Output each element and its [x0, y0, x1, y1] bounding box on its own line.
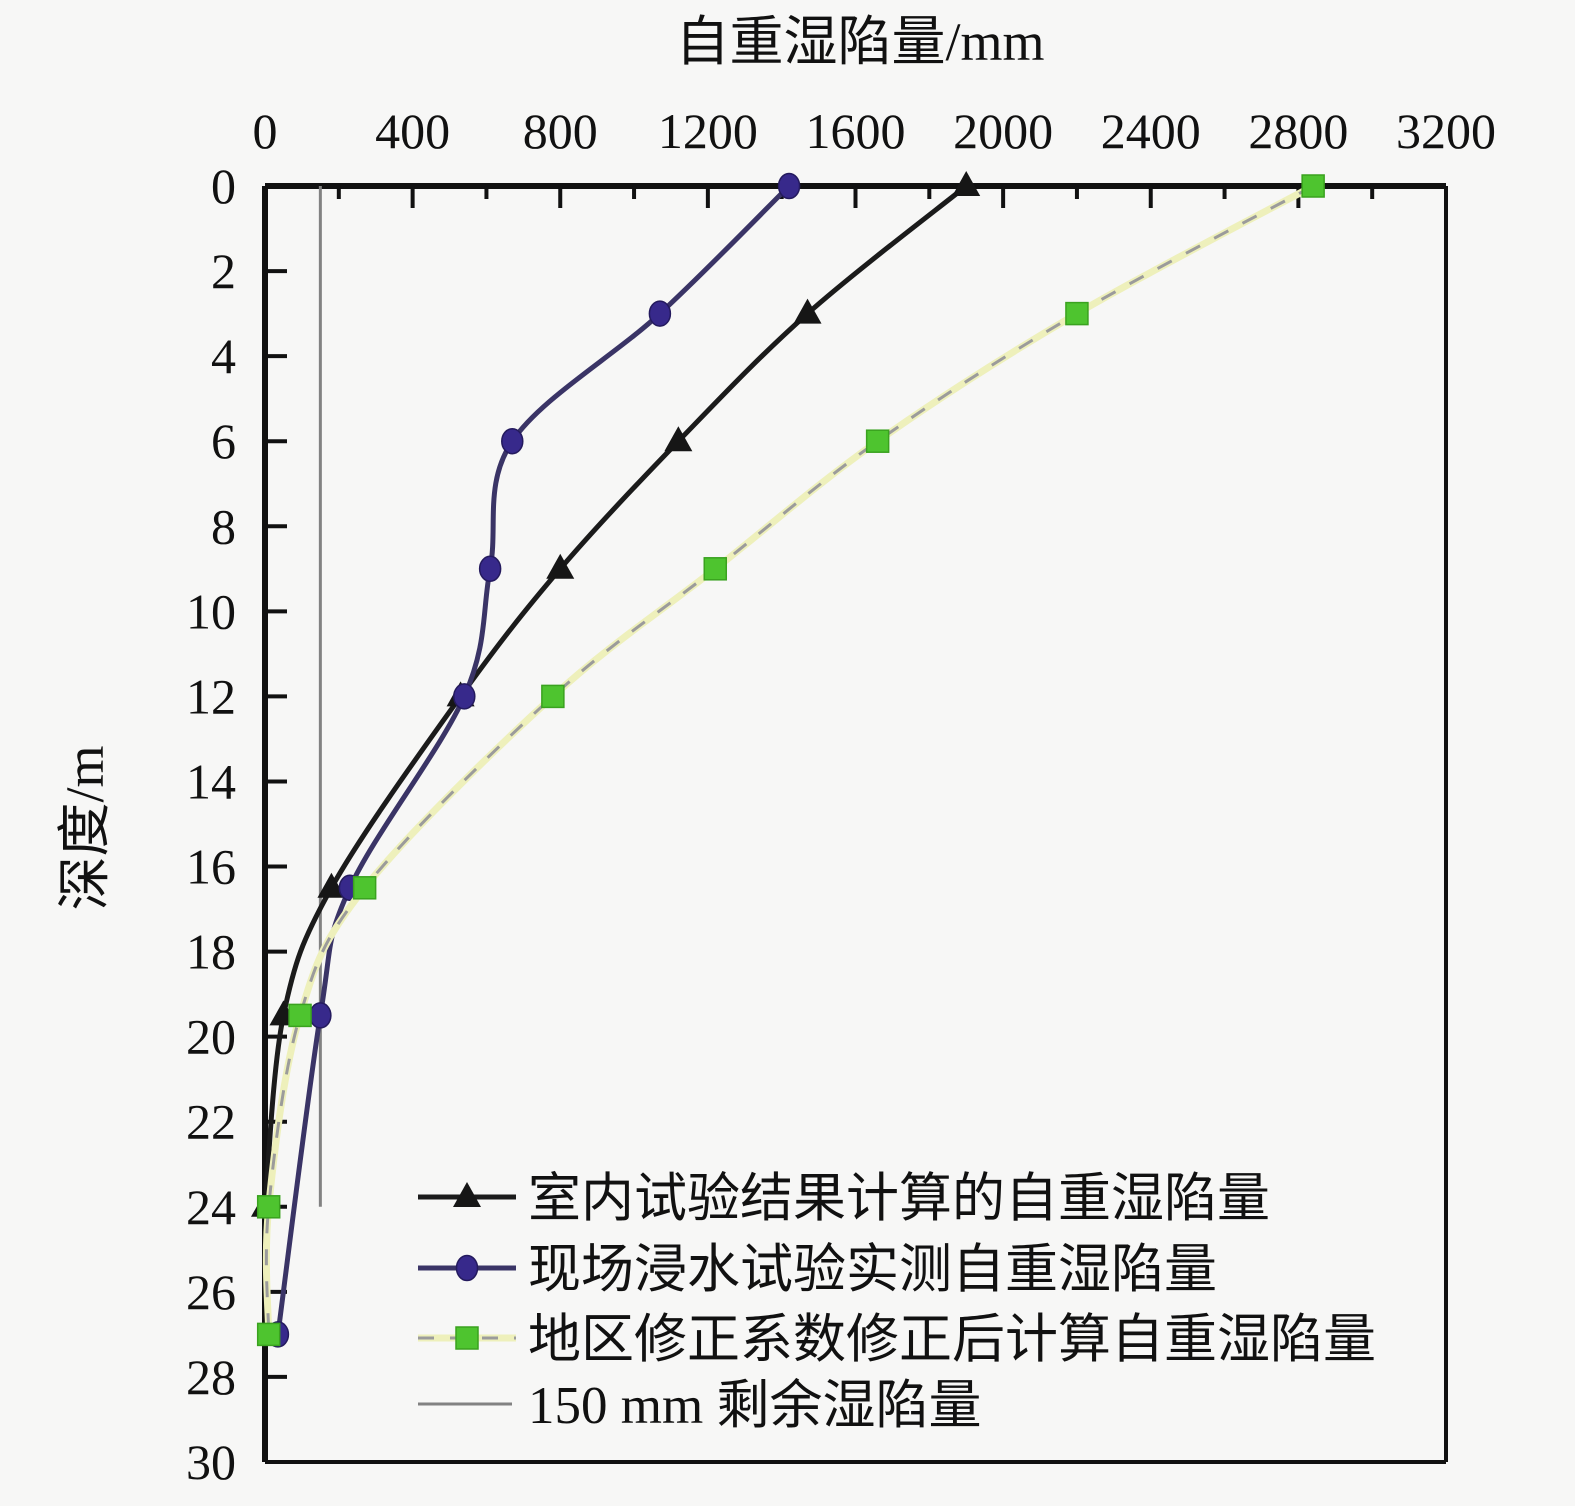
y-tick-label: 6: [211, 413, 236, 469]
marker-circle: [777, 172, 801, 200]
legend-marker-square: [455, 1326, 479, 1350]
y-tick-label: 18: [186, 924, 236, 980]
x-tick-label: 0: [253, 103, 278, 159]
series-0: [251, 171, 981, 1217]
series-line: [275, 184, 791, 1335]
series-line: [262, 184, 968, 1208]
legend-label: 地区修正系数修正后计算自重湿陷量: [528, 1311, 1376, 1369]
x-tick-labels: 0 400 800 1200 1600 2000 2400 2800 3200: [253, 103, 1497, 159]
y-axis-title: 深度/m: [55, 745, 115, 910]
series-line: [264, 184, 1314, 1335]
marker-square: [352, 876, 377, 900]
y-tick-label: 24: [186, 1179, 236, 1235]
x-tick-label: 2000: [953, 103, 1053, 159]
y-tick-label: 10: [186, 583, 236, 639]
marker-triangle: [664, 426, 693, 452]
x-tick-label: 800: [523, 103, 598, 159]
legend-label: 室内试验结果计算的自重湿陷量: [528, 1170, 1270, 1228]
y-tick-label: 22: [186, 1094, 236, 1150]
y-tick-label: 30: [186, 1434, 236, 1490]
x-tick-label: 3200: [1396, 103, 1496, 159]
legend-item-3: 150 mm 剩余湿陷量: [418, 1377, 981, 1435]
y-tick-label: 8: [211, 498, 236, 554]
marker-square: [256, 1322, 281, 1347]
x-tick-label: 2400: [1101, 103, 1201, 159]
marker-circle: [478, 555, 502, 583]
marker-square: [256, 1195, 281, 1219]
x-tick-label: 1200: [658, 103, 758, 159]
y-tick-label: 14: [186, 753, 236, 809]
series-line-halo: [262, 182, 1315, 1335]
y-tick-label: 12: [186, 668, 236, 724]
marker-square: [541, 684, 565, 709]
marker-square: [865, 429, 890, 453]
series-2: [256, 174, 1325, 1347]
legend-item-1: 现场浸水试验实测自重湿陷量: [418, 1241, 1217, 1299]
x-axis-title: 自重湿陷量/mm: [675, 12, 1044, 72]
legend-marker-circle: [455, 1254, 479, 1282]
x-tick-label: 400: [375, 103, 450, 159]
x-tick-label: 2800: [1248, 103, 1348, 159]
y-tick-label: 20: [186, 1009, 236, 1065]
legend-marker-triangle: [453, 1182, 481, 1207]
x-tick-label: 1600: [806, 103, 906, 159]
data-series: [251, 171, 1325, 1348]
y-tick-label: 16: [186, 839, 236, 895]
marker-triangle: [317, 872, 346, 898]
marker-circle: [453, 683, 476, 710]
marker-triangle: [546, 553, 575, 579]
y-tick-label: 28: [186, 1349, 236, 1405]
legend-item-2: 地区修正系数修正后计算自重湿陷量: [418, 1311, 1376, 1369]
legend-label: 150 mm 剩余湿陷量: [528, 1377, 981, 1435]
marker-square: [703, 557, 728, 581]
marker-circle: [648, 300, 672, 327]
legend-item-0: 室内试验结果计算的自重湿陷量: [418, 1170, 1270, 1228]
y-tick-label: 26: [186, 1264, 236, 1320]
y-tick-label: 4: [211, 328, 236, 384]
marker-square: [288, 1003, 312, 1028]
marker-circle: [309, 1002, 332, 1029]
marker-triangle: [952, 171, 981, 196]
marker-square: [1065, 301, 1089, 326]
marker-circle: [501, 427, 524, 455]
legend: 室内试验结果计算的自重湿陷量现场浸水试验实测自重湿陷量地区修正系数修正后计算自重…: [418, 1170, 1376, 1435]
marker-square: [1301, 174, 1325, 198]
marker-triangle: [793, 298, 822, 324]
y-tick-label: 2: [211, 243, 236, 299]
y-tick-label: 0: [211, 158, 236, 214]
legend-label: 现场浸水试验实测自重湿陷量: [528, 1241, 1217, 1299]
